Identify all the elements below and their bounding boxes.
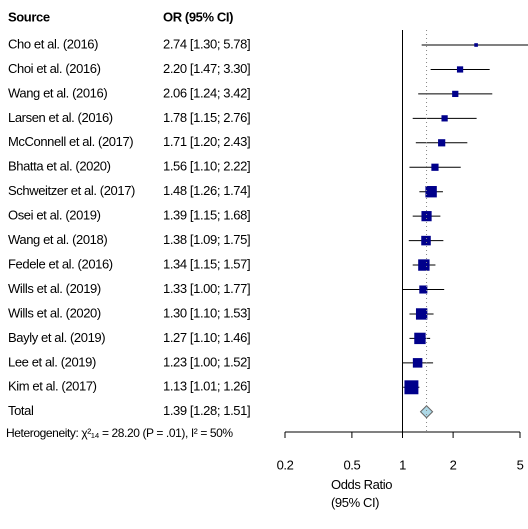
x-tick-label: 0.5 [343, 457, 360, 472]
study-label: Wang et al. (2018) [8, 232, 107, 247]
study-square [425, 186, 437, 198]
study-square [441, 115, 448, 122]
study-label: Fedele et al. (2016) [8, 256, 113, 271]
study-square [438, 139, 446, 147]
study-label: Wills et al. (2020) [8, 305, 101, 320]
x-axis-label: Odds Ratio (95% CI) [331, 477, 393, 510]
or-label: 1.27 [1.10; 1.46] [163, 330, 250, 345]
or-label: 2.06 [1.24; 3.42] [163, 85, 250, 100]
pooled-diamond [419, 405, 434, 419]
study-label: Lee et al. (2019) [8, 354, 96, 369]
study-label: Osei et al. (2019) [8, 208, 101, 223]
study-label: Kim et al. (2017) [8, 379, 97, 394]
study-square [456, 66, 464, 73]
column-header: Source [8, 9, 50, 24]
or-label: 1.39 [1.15; 1.68] [163, 208, 250, 223]
or-label: 1.13 [1.01; 1.26] [163, 379, 250, 394]
x-tick-label: 5 [517, 457, 524, 472]
heterogeneity: Heterogeneity: χ²₁₄ = 28.20 (P = .01), I… [6, 426, 233, 440]
study-label: Wang et al. (2016) [8, 85, 107, 100]
or-label: 1.33 [1.00; 1.77] [163, 281, 250, 296]
x-tick-label: 0.2 [277, 457, 294, 472]
study-square [418, 259, 430, 271]
study-label: Bhatta et al. (2020) [8, 159, 111, 174]
or-label: 2.20 [1.47; 3.30] [163, 61, 250, 76]
total-label: Total [8, 403, 34, 418]
study-square [452, 90, 459, 98]
or-label: 1.30 [1.10; 1.53] [163, 305, 250, 320]
study-square [431, 163, 439, 171]
study-label: Schweitzer et al. (2017) [8, 183, 135, 198]
study-square [474, 43, 478, 47]
or-label: 2.74 [1.30; 5.78] [163, 36, 250, 51]
study-square [421, 235, 431, 246]
or-label: 1.48 [1.26; 1.74] [163, 183, 250, 198]
x-tick-label: 1 [399, 457, 406, 472]
or-label: 1.78 [1.15; 2.76] [163, 110, 250, 125]
study-square [415, 308, 428, 320]
study-square [414, 332, 426, 345]
column-header: OR (95% CI) [163, 9, 233, 24]
study-square [421, 211, 432, 222]
or-label: 1.56 [1.10; 2.22] [163, 159, 250, 174]
x-tick-label: 2 [450, 457, 457, 472]
study-square [412, 358, 423, 368]
study-square [404, 380, 419, 395]
or-label: 1.38 [1.09; 1.75] [163, 232, 250, 247]
study-label: Choi et al. (2016) [8, 61, 101, 76]
study-label: Bayly et al. (2019) [8, 330, 105, 345]
or-label: 1.71 [1.20; 2.43] [163, 134, 250, 149]
study-label: Wills et al. (2019) [8, 281, 101, 296]
study-label: Cho et al. (2016) [8, 36, 98, 51]
study-square [419, 285, 428, 294]
study-label: Larsen et al. (2016) [8, 110, 113, 125]
or-label: 1.23 [1.00; 1.52] [163, 354, 250, 369]
study-label: McConnell et al. (2017) [8, 134, 133, 149]
total-or-label: 1.39 [1.28; 1.51] [163, 403, 250, 418]
or-label: 1.34 [1.15; 1.57] [163, 256, 250, 271]
